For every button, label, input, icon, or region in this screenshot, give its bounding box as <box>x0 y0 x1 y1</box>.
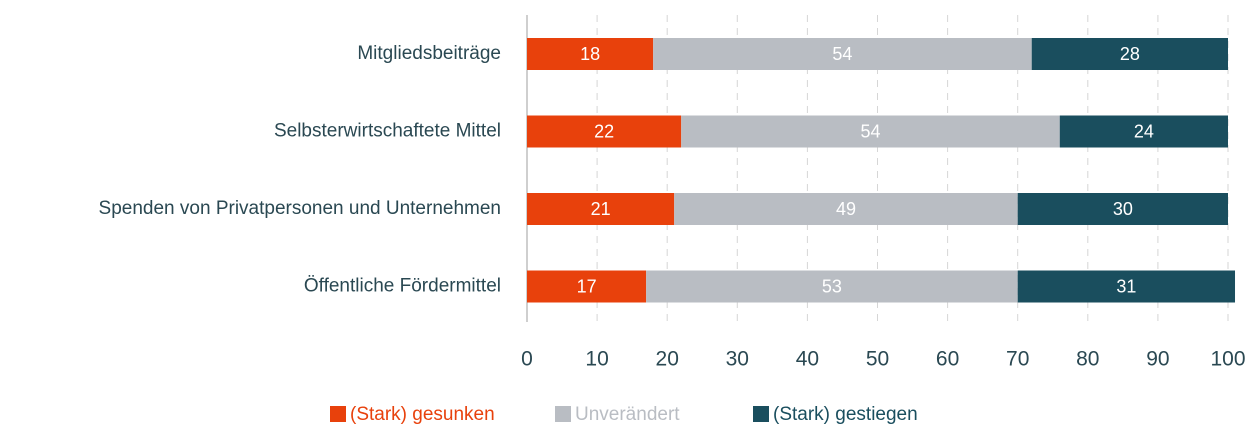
data-label: 18 <box>580 44 600 64</box>
data-label: 53 <box>822 276 842 296</box>
data-label: 21 <box>591 199 611 219</box>
x-tick-label: 10 <box>585 348 608 371</box>
legend-swatch <box>330 406 346 422</box>
x-tick-label: 100 <box>1210 348 1245 371</box>
legend-swatch <box>753 406 769 422</box>
bar-segment <box>681 115 1060 148</box>
bar-segment <box>674 193 1018 225</box>
bar-segment <box>527 38 654 70</box>
y-tick-label: Mitgliedsbeiträge <box>357 43 501 64</box>
data-label: 31 <box>1116 276 1136 296</box>
y-tick-label: Öffentliche Fördermittel <box>304 276 501 297</box>
bar-segment <box>646 270 1018 303</box>
bar-segment <box>1059 115 1228 148</box>
x-tick-label: 0 <box>521 348 533 371</box>
data-label: 24 <box>1134 121 1154 141</box>
x-tick-label: 60 <box>936 348 959 371</box>
data-label: 28 <box>1120 44 1140 64</box>
x-tick-label: 30 <box>726 348 749 371</box>
data-label: 54 <box>832 44 852 64</box>
data-label: 54 <box>860 121 880 141</box>
x-tick-label: 40 <box>796 348 819 371</box>
data-label: 17 <box>577 276 597 296</box>
bar-segment <box>1017 270 1236 303</box>
bar-segment <box>653 38 1032 70</box>
bar-segment <box>527 193 675 225</box>
bar-segment <box>527 115 682 148</box>
data-label: 49 <box>836 199 856 219</box>
legend-label: Unverändert <box>575 404 680 425</box>
x-tick-label: 70 <box>1006 348 1029 371</box>
legend-label: (Stark) gestiegen <box>773 404 918 425</box>
bar-segment <box>527 270 647 303</box>
legend-label: (Stark) gesunken <box>350 404 495 425</box>
x-tick-label: 80 <box>1076 348 1099 371</box>
legend-swatch <box>555 406 571 422</box>
data-label: 22 <box>594 121 614 141</box>
x-tick-label: 20 <box>656 348 679 371</box>
bar-segment <box>1017 193 1228 225</box>
x-tick-label: 50 <box>866 348 889 371</box>
y-tick-label: Spenden von Privatpersonen und Unternehm… <box>99 198 501 219</box>
data-label: 30 <box>1113 199 1133 219</box>
x-tick-label: 90 <box>1146 348 1169 371</box>
y-tick-label: Selbsterwirtschaftete Mittel <box>274 121 501 142</box>
bar-segment <box>1031 38 1228 70</box>
